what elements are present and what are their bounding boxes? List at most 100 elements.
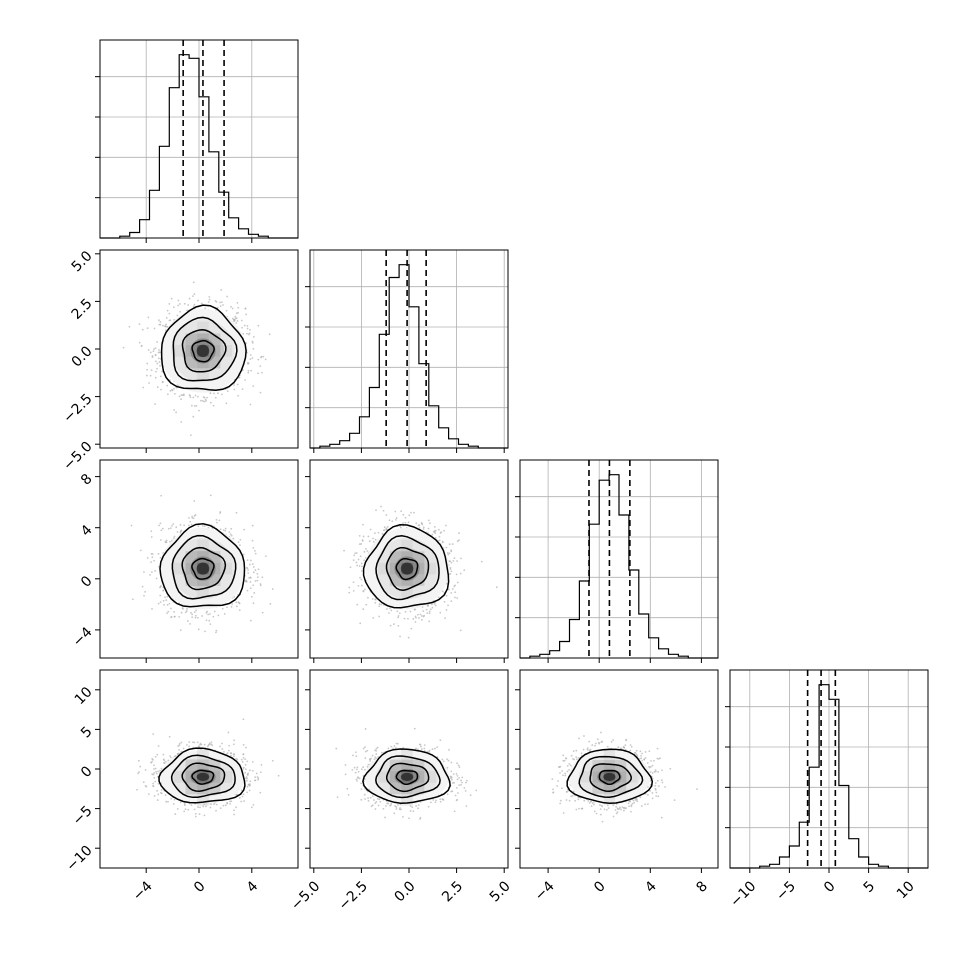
scatter-point [186, 309, 189, 312]
scatter-point [191, 613, 194, 616]
scatter-group [122, 281, 271, 437]
scatter-point [261, 576, 264, 579]
scatter-point [165, 599, 168, 601]
density-fill [196, 562, 210, 575]
density-block [185, 345, 198, 357]
contour-line [191, 339, 215, 363]
scatter-point [397, 614, 400, 617]
density-block [412, 562, 425, 575]
scatter-point [181, 607, 184, 609]
scatter-point [215, 631, 217, 634]
scatter-point [235, 322, 238, 324]
density-block [185, 333, 198, 346]
scatter-point [175, 526, 178, 529]
scatter-point [180, 398, 183, 401]
scatter-point [155, 370, 158, 373]
scatter-point [459, 572, 462, 575]
scatter-point [165, 323, 167, 326]
scatter-point [162, 552, 165, 554]
scatter-point [219, 301, 221, 304]
scatter-point [162, 599, 165, 602]
scatter-point [220, 301, 223, 304]
scatter-point [480, 560, 483, 563]
scatter-point [208, 298, 211, 301]
scatter-point [156, 362, 159, 365]
scatter-point [166, 393, 169, 396]
scatter-point [168, 303, 171, 305]
scatter-point [254, 569, 257, 571]
scatter-point [427, 603, 430, 606]
scatter-point [256, 576, 259, 579]
scatter-point [159, 586, 161, 589]
scatter-point [150, 536, 153, 538]
scatter-point [215, 309, 217, 311]
scatter-point [151, 356, 154, 359]
scatter-point [238, 609, 241, 612]
scatter-point [157, 357, 160, 360]
scatter-point [198, 409, 200, 412]
scatter-point [175, 411, 178, 414]
scatter-point [205, 619, 208, 622]
scatter-point [252, 385, 255, 387]
scatter-point [230, 305, 232, 308]
scatter-point [456, 597, 459, 599]
scatter-point [385, 514, 388, 516]
scatter-point [428, 620, 431, 623]
scatter-point [268, 333, 271, 336]
scatter-point [192, 281, 195, 284]
density-block [401, 551, 413, 563]
scatter-point [222, 304, 224, 306]
scatter-point [247, 362, 250, 365]
scatter-point [443, 600, 446, 603]
scatter-point [248, 332, 251, 335]
scatter-point [193, 293, 196, 295]
scatter-point [204, 307, 207, 310]
scatter-point [407, 636, 410, 639]
scatter-point [152, 350, 155, 353]
scatter-point [213, 392, 215, 395]
scatter-point [223, 613, 226, 615]
scatter-point [159, 601, 162, 604]
scatter-group [343, 505, 498, 639]
scatter-point [146, 362, 149, 365]
scatter-point [252, 571, 255, 574]
scatter-point [252, 584, 255, 587]
scatter-point [433, 603, 436, 605]
contour-line [160, 304, 247, 391]
scatter-point [208, 296, 211, 298]
scatter-point [429, 522, 431, 525]
scatter-point [173, 535, 176, 538]
scatter-point [239, 538, 242, 541]
scatter-point [246, 327, 249, 330]
scatter-point [193, 500, 196, 502]
histogram-step-line [310, 264, 508, 449]
scatter-point [226, 295, 229, 298]
scatter-point [153, 327, 156, 330]
scatter-point [164, 596, 166, 599]
scatter-point [455, 573, 458, 576]
scatter-point [369, 528, 372, 531]
scatter-point [158, 524, 161, 527]
scatter-point [130, 524, 133, 527]
density-block [208, 551, 221, 563]
scatter-point [261, 371, 263, 374]
y-tick-label: −2.5 [60, 391, 95, 426]
scatter-point [207, 613, 210, 616]
scatter-point [431, 533, 434, 536]
scatter-point [453, 557, 456, 560]
scatter-point [166, 326, 169, 328]
scatter-point [231, 603, 234, 605]
scatter-point [257, 358, 260, 361]
scatter-point [146, 327, 149, 330]
scatter-point [398, 612, 401, 615]
scatter-point [378, 615, 381, 618]
scatter-point [361, 539, 364, 541]
scatter-point [243, 528, 246, 531]
scatter-point [187, 304, 190, 306]
scatter-point [161, 370, 163, 373]
density-block [197, 368, 209, 380]
y-tick-label: 8 [78, 471, 96, 489]
scatter-point [200, 302, 203, 305]
scatter-point [408, 514, 411, 517]
